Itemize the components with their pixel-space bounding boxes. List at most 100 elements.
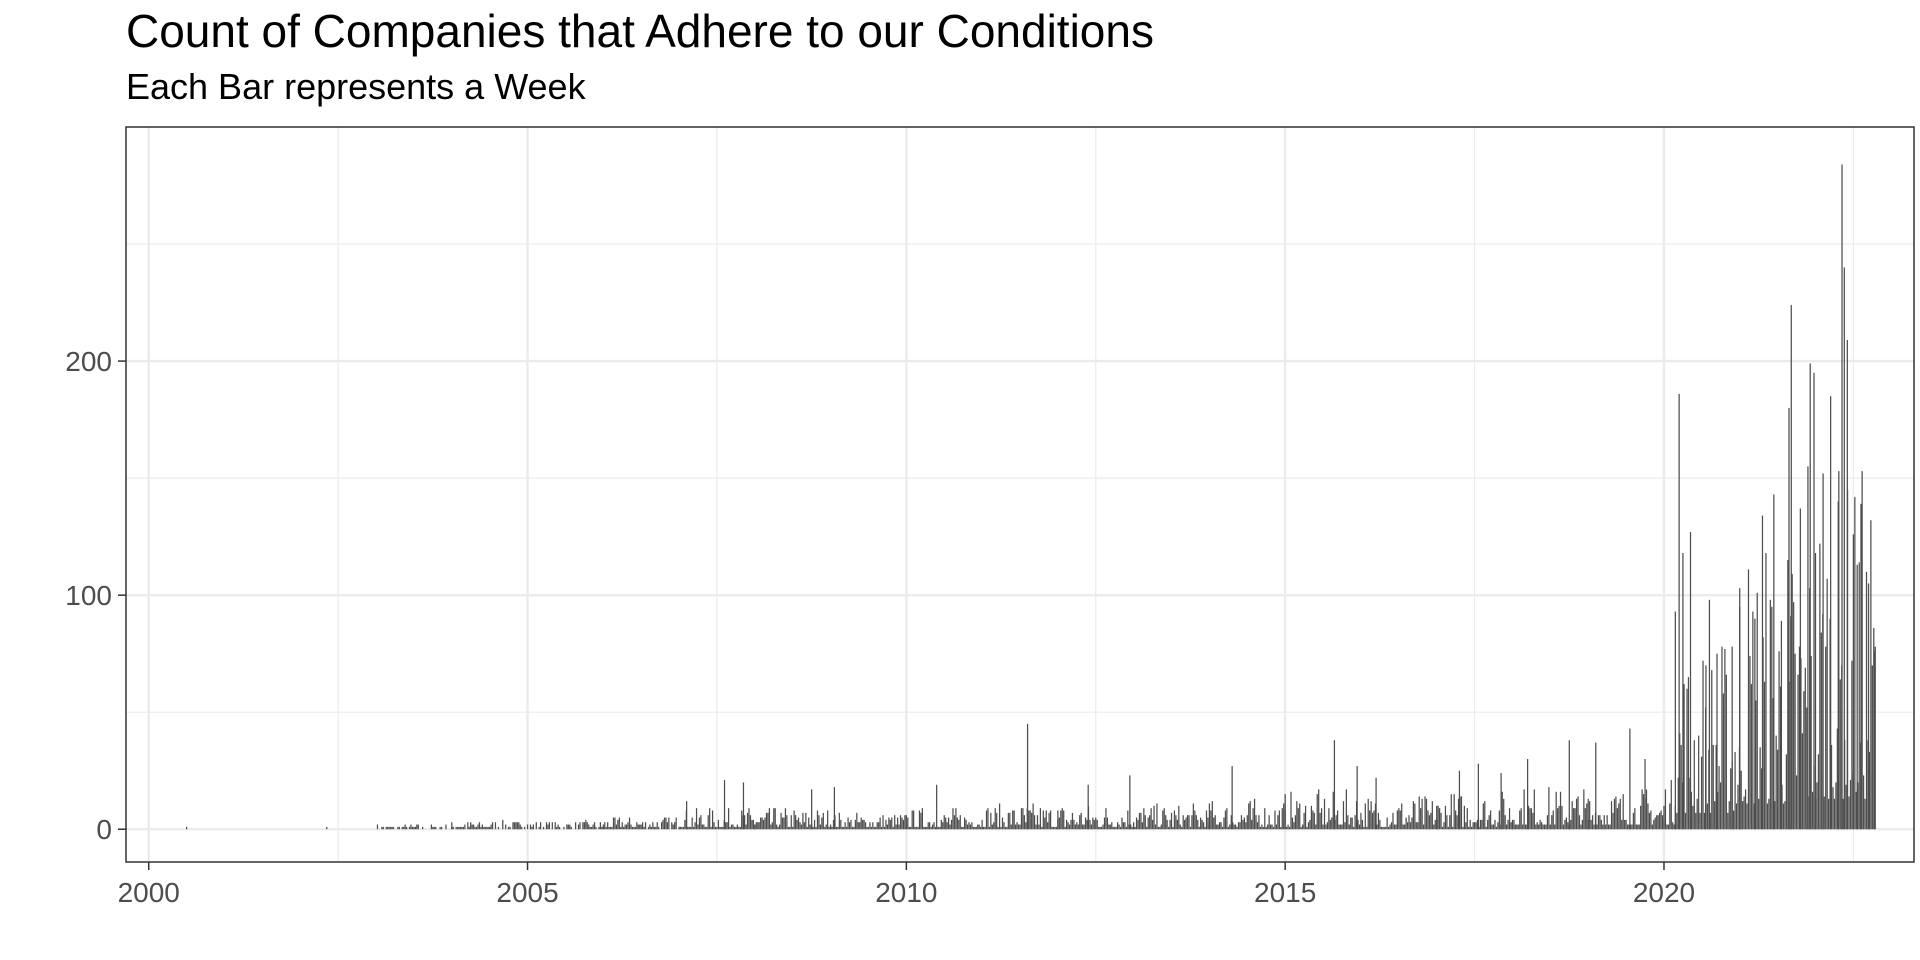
bar	[1719, 782, 1722, 830]
bar	[1114, 826, 1116, 830]
bar	[1418, 796, 1420, 830]
x-tick-label: 2015	[1254, 877, 1316, 908]
bar	[819, 824, 822, 830]
bar-notable	[723, 780, 726, 830]
bar	[752, 819, 754, 830]
bar-notable	[1689, 531, 1692, 830]
bar	[1865, 571, 1868, 830]
bar	[640, 824, 642, 830]
bar	[1438, 808, 1441, 830]
bar	[1335, 815, 1337, 830]
bar	[1208, 803, 1211, 830]
bar	[1233, 824, 1235, 830]
bar	[1752, 611, 1754, 830]
bar	[615, 824, 618, 830]
bar	[770, 824, 772, 830]
bar	[1740, 770, 1742, 830]
bar	[1858, 562, 1860, 830]
bar	[1535, 824, 1537, 830]
bar	[937, 826, 940, 830]
bar	[709, 808, 711, 830]
bar	[660, 822, 663, 830]
bar	[468, 826, 470, 830]
bar	[1036, 815, 1039, 830]
bar	[1587, 819, 1589, 830]
bar	[888, 817, 890, 830]
bar	[623, 826, 625, 830]
bar	[1019, 824, 1021, 830]
bar	[1165, 815, 1167, 830]
bar	[1205, 810, 1208, 830]
bar	[1656, 815, 1658, 830]
bar	[1399, 810, 1401, 830]
bar	[867, 826, 870, 830]
bar	[1730, 768, 1732, 830]
bar	[1549, 824, 1551, 830]
bar	[806, 826, 808, 830]
bar	[1275, 824, 1278, 830]
bar	[1258, 815, 1260, 830]
bar	[894, 815, 896, 830]
bar	[1198, 826, 1200, 830]
bar	[1153, 805, 1155, 830]
bar	[1551, 815, 1553, 830]
bar	[795, 815, 797, 830]
bar	[621, 822, 623, 830]
bar	[1216, 824, 1218, 830]
bar	[1262, 826, 1264, 830]
bar	[1635, 824, 1637, 830]
bar	[1377, 812, 1380, 830]
bar-notable	[1856, 564, 1858, 830]
bar	[1307, 822, 1310, 830]
bar-notable	[1087, 784, 1089, 830]
bar	[1063, 810, 1065, 830]
bar	[1048, 812, 1050, 830]
bar	[1593, 824, 1595, 830]
bar-notable	[1867, 583, 1870, 830]
bar	[1427, 810, 1429, 830]
bar	[1364, 803, 1366, 830]
bar	[656, 822, 658, 830]
bar	[547, 824, 549, 830]
bar	[1450, 794, 1452, 830]
bar	[1001, 817, 1004, 830]
bar-notable	[326, 826, 328, 830]
bar	[1785, 754, 1787, 830]
bar	[863, 819, 865, 830]
bar	[1870, 520, 1872, 830]
bar	[650, 826, 653, 830]
bar	[1328, 808, 1330, 830]
bar	[931, 824, 934, 830]
bar	[1363, 826, 1365, 830]
bar	[1481, 819, 1483, 830]
bar	[1634, 808, 1636, 830]
bar	[1561, 805, 1563, 830]
bar	[1162, 810, 1164, 830]
bar	[1849, 780, 1852, 830]
bar	[1338, 824, 1340, 830]
bar	[1092, 817, 1094, 830]
bar	[1825, 646, 1827, 830]
bar	[1319, 812, 1321, 830]
bar-notable	[686, 801, 688, 830]
bar	[1868, 751, 1871, 830]
bar	[985, 810, 988, 830]
bar	[672, 824, 674, 830]
bar	[1082, 824, 1084, 830]
bar	[653, 826, 655, 830]
bar	[1287, 824, 1289, 830]
bar	[707, 815, 709, 830]
bar	[1484, 801, 1486, 830]
bar	[1323, 798, 1326, 830]
bar	[1344, 822, 1346, 830]
bar	[1436, 805, 1438, 830]
bar	[1452, 826, 1454, 830]
bar	[898, 824, 900, 830]
bar	[1766, 803, 1769, 830]
bar	[1597, 815, 1600, 830]
bar	[1449, 815, 1451, 830]
bar	[1669, 803, 1671, 830]
bar-notable	[1780, 620, 1783, 830]
bar	[1613, 798, 1616, 830]
bar	[1271, 824, 1273, 830]
